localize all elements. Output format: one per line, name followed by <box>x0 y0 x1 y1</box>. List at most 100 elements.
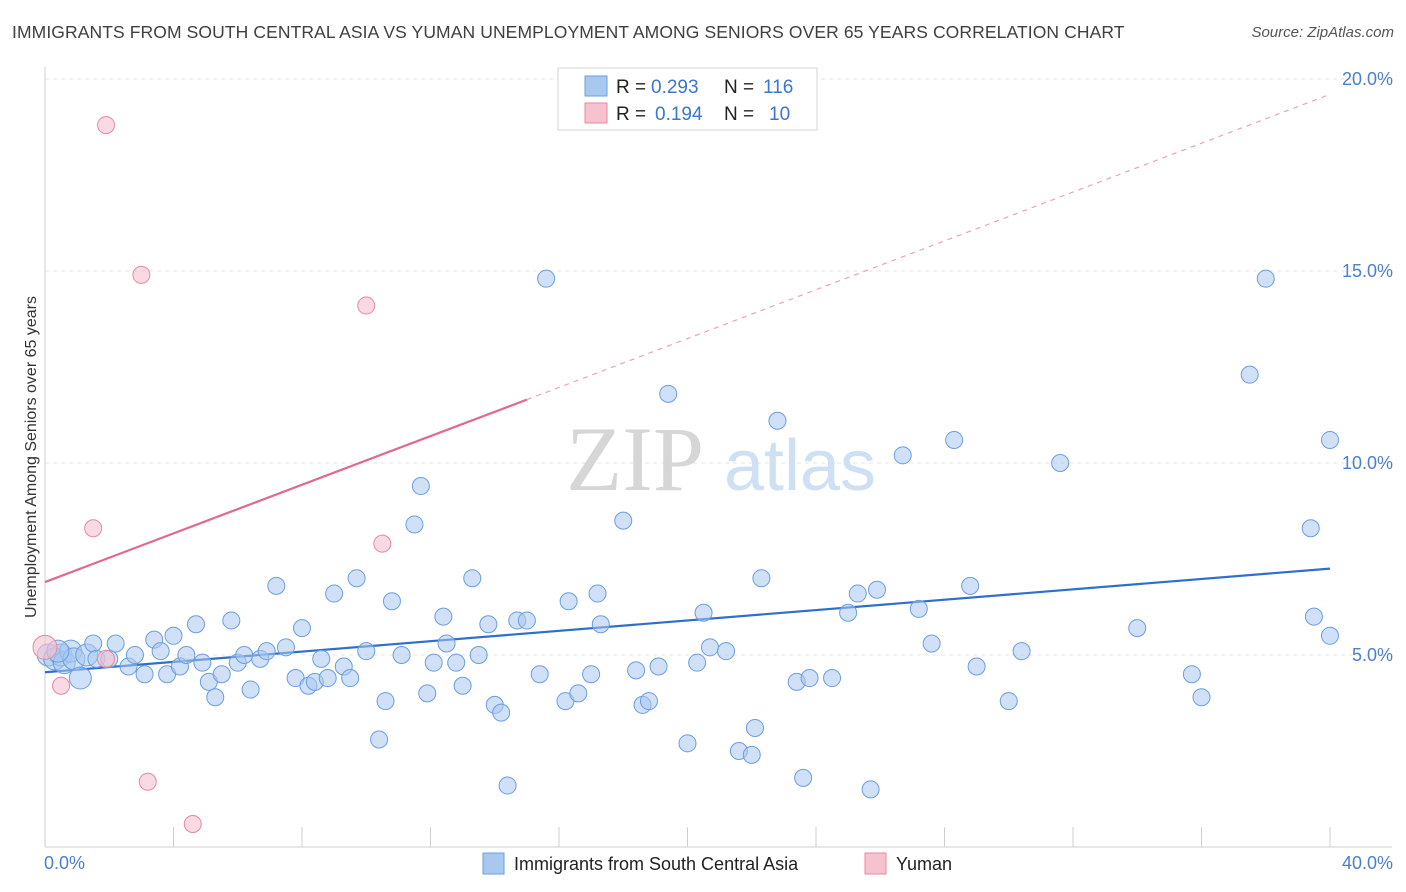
bottom-legend-swatch-blue <box>482 852 505 875</box>
data-point-south-central-asia <box>627 661 646 680</box>
data-point-yuman <box>84 519 103 538</box>
data-point-yuman <box>97 116 116 135</box>
data-point-south-central-asia <box>700 638 719 657</box>
data-point-south-central-asia <box>1182 665 1201 684</box>
bottom-legend-swatch-pink <box>864 852 887 875</box>
data-point-south-central-asia <box>794 768 813 787</box>
data-point-south-central-asia <box>768 411 787 430</box>
data-point-south-central-asia <box>861 780 880 799</box>
y-axis-label: Unemployment Among Seniors over 65 years <box>23 296 40 618</box>
source-credit: Source: ZipAtlas.com <box>1251 24 1394 41</box>
legend-n-value-1: 116 <box>763 77 793 98</box>
data-point-south-central-asia <box>537 269 556 288</box>
data-point-south-central-asia <box>678 734 697 753</box>
data-point-south-central-asia <box>559 592 578 611</box>
data-point-south-central-asia <box>639 692 658 711</box>
watermark-atlas: atlas <box>724 426 876 506</box>
series-south-central-asia-points <box>36 269 1339 799</box>
data-point-south-central-asia <box>424 653 443 672</box>
y-tick-label: 20.0% <box>1342 69 1393 89</box>
data-point-south-central-asia <box>588 584 607 603</box>
data-point-south-central-asia <box>848 584 867 603</box>
y-tick-label: 15.0% <box>1342 261 1393 281</box>
series-yuman-points <box>32 116 392 833</box>
data-point-yuman <box>183 814 202 833</box>
legend-n-value-2: 10 <box>769 104 790 125</box>
data-point-south-central-asia <box>382 592 401 611</box>
data-point-south-central-asia <box>193 653 212 672</box>
data-point-south-central-asia <box>347 569 366 588</box>
legend-r-value-1: 0.293 <box>651 77 699 98</box>
data-point-south-central-asia <box>206 688 225 707</box>
data-point-south-central-asia <box>659 384 678 403</box>
bottom-legend-label-blue: Immigrants from South Central Asia <box>514 854 799 874</box>
legend-r-label-2: R = <box>616 104 646 125</box>
data-point-south-central-asia <box>405 515 424 534</box>
data-point-south-central-asia <box>357 642 376 661</box>
data-point-yuman <box>132 265 151 284</box>
legend-swatch-pink <box>584 102 608 124</box>
trend-lines <box>44 93 1331 674</box>
data-point-south-central-asia <box>694 603 713 622</box>
data-point-south-central-asia <box>318 669 337 688</box>
data-point-south-central-asia <box>267 576 286 595</box>
watermark-zip: ZIP <box>566 408 704 510</box>
data-point-south-central-asia <box>177 646 196 664</box>
data-point-south-central-asia <box>151 642 170 661</box>
chart-title: IMMIGRANTS FROM SOUTH CENTRAL ASIA VS YU… <box>12 22 1125 42</box>
legend-swatch-blue <box>584 75 608 97</box>
data-point-south-central-asia <box>222 611 241 630</box>
data-point-south-central-asia <box>1301 519 1320 538</box>
data-point-south-central-asia <box>434 607 453 626</box>
tick-labels: 5.0% 10.0% 15.0% 20.0% 0.0% 40.0% <box>44 69 1393 873</box>
data-point-south-central-asia <box>517 611 536 630</box>
data-point-south-central-asia <box>257 642 276 661</box>
y-tick-label: 10.0% <box>1342 453 1393 473</box>
data-point-south-central-asia <box>1321 626 1339 645</box>
data-point-south-central-asia <box>909 599 928 618</box>
data-point-yuman <box>357 296 376 315</box>
data-point-south-central-asia <box>325 584 344 603</box>
legend-r-label-1: R = <box>616 77 646 98</box>
data-point-south-central-asia <box>961 576 980 595</box>
trend-line-yuman-extension <box>526 93 1331 401</box>
data-point-south-central-asia <box>106 634 125 653</box>
data-point-south-central-asia <box>1321 430 1339 449</box>
data-point-south-central-asia <box>492 703 511 722</box>
data-point-south-central-asia <box>164 626 183 645</box>
axes <box>44 67 1392 848</box>
data-point-south-central-asia <box>418 684 437 703</box>
data-point-south-central-asia <box>1256 269 1275 288</box>
data-point-yuman <box>373 534 392 553</box>
data-point-south-central-asia <box>469 646 488 664</box>
data-point-south-central-asia <box>186 615 205 634</box>
x-tick-label-left: 0.0% <box>44 853 85 873</box>
data-point-south-central-asia <box>376 692 395 711</box>
data-point-south-central-asia <box>967 657 986 676</box>
data-point-south-central-asia <box>84 634 103 653</box>
data-point-south-central-asia <box>498 776 517 795</box>
watermark: ZIP atlas <box>566 408 876 510</box>
data-point-south-central-asia <box>823 669 842 688</box>
correlation-legend: R = 0.293 N = 116 R = 0.194 N = 10 <box>557 67 818 131</box>
data-point-yuman <box>97 649 116 668</box>
data-point-south-central-asia <box>688 653 707 672</box>
legend-n-label-2: N = <box>724 104 754 125</box>
data-point-south-central-asia <box>411 477 430 496</box>
data-point-south-central-asia <box>569 684 588 703</box>
data-point-south-central-asia <box>614 511 633 530</box>
data-point-south-central-asia <box>868 580 887 599</box>
data-point-south-central-asia <box>1240 365 1259 384</box>
data-point-south-central-asia <box>945 430 964 449</box>
data-point-south-central-asia <box>479 615 498 634</box>
data-point-south-central-asia <box>752 569 771 588</box>
grid-lines <box>45 78 1392 656</box>
data-point-south-central-asia <box>893 446 912 465</box>
data-point-south-central-asia <box>437 634 456 653</box>
series-legend: Immigrants from South Central Asia Yuman <box>482 852 952 875</box>
data-point-south-central-asia <box>742 745 761 764</box>
data-point-south-central-asia <box>293 619 311 638</box>
data-point-south-central-asia <box>312 649 331 668</box>
data-point-south-central-asia <box>839 603 858 622</box>
